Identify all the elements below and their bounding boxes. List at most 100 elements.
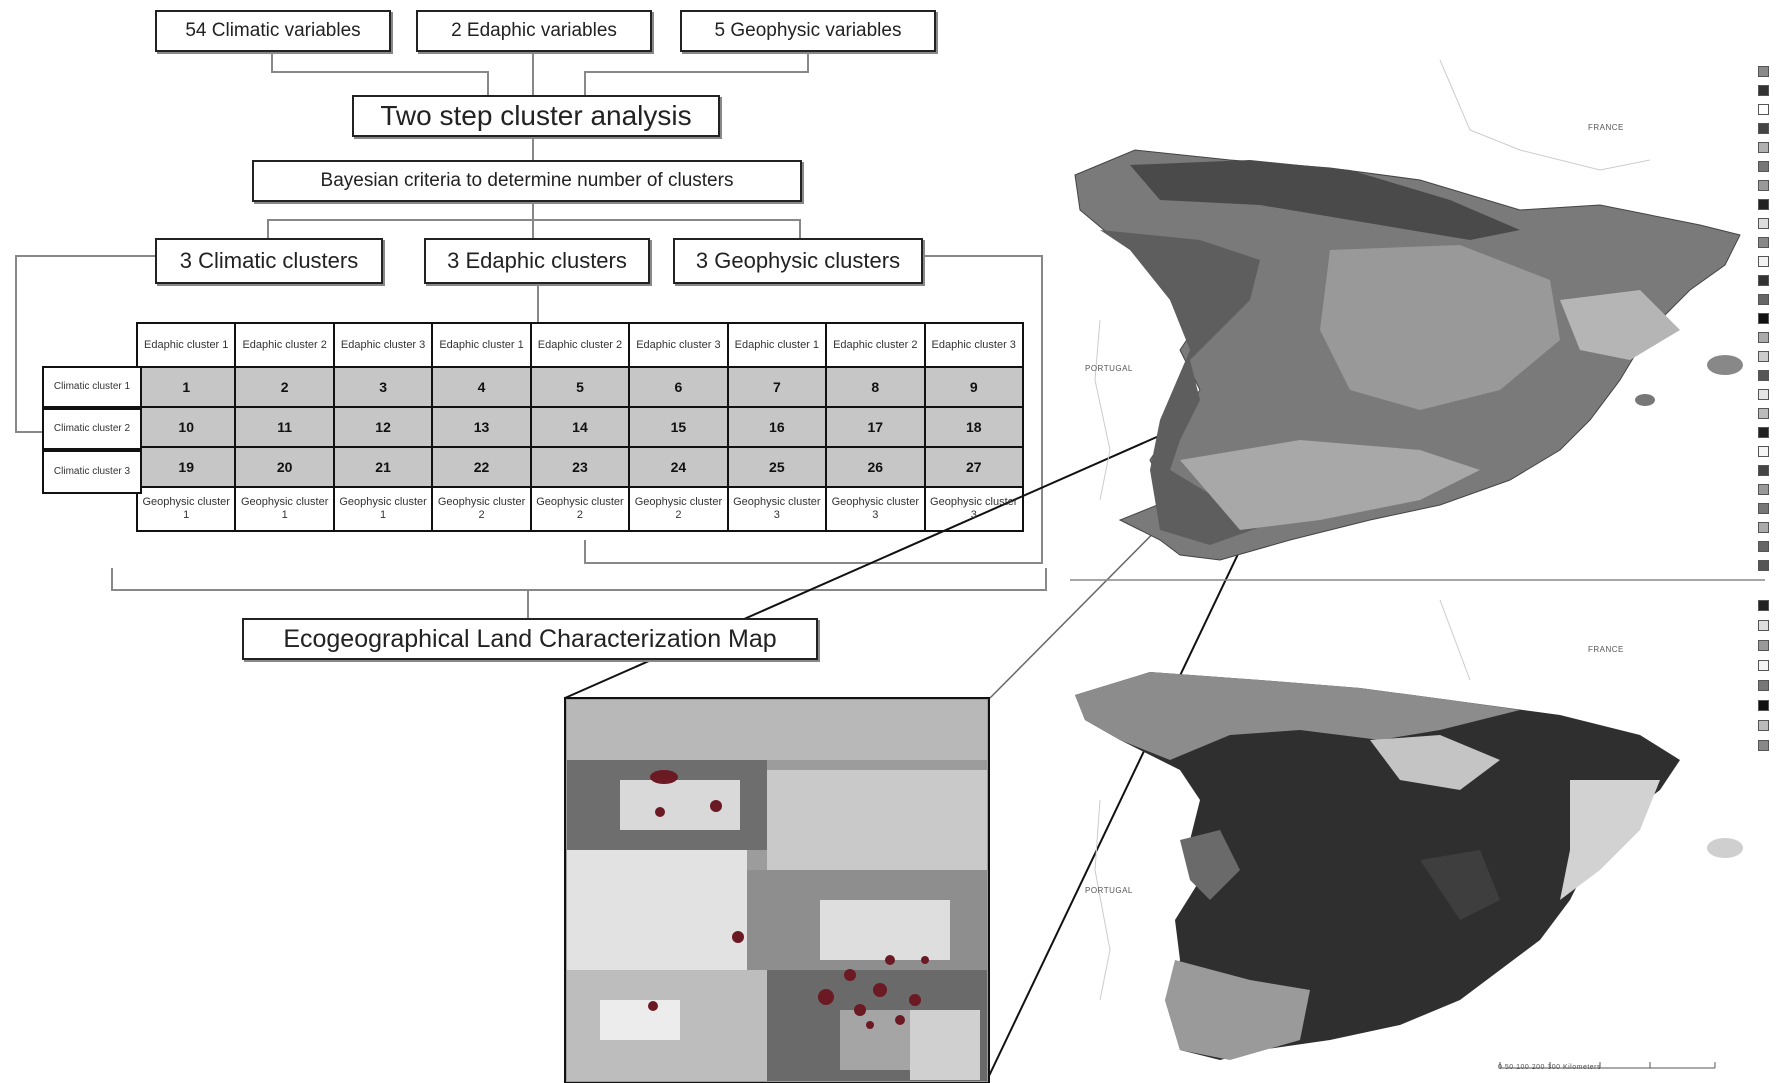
legend-swatch [1758, 600, 1769, 611]
legend-swatch [1758, 541, 1769, 552]
geophysic-variables-box: 5 Geophysic variables [680, 10, 936, 52]
matrix-cell: 21 [334, 447, 432, 487]
legend-swatch [1758, 484, 1769, 495]
top-map [1070, 60, 1765, 580]
legend-swatch [1758, 104, 1769, 115]
table-row: 19 20 21 22 23 24 25 26 27 [137, 447, 1023, 487]
matrix-cell: 7 [728, 367, 826, 407]
edaphic-header: Edaphic cluster 3 [629, 323, 727, 367]
legend-swatch [1758, 700, 1769, 711]
geophysic-footer: Geophysic cluster 3 [826, 487, 924, 531]
legend-swatch [1758, 427, 1769, 438]
climatic-variables-box: 54 Climatic variables [155, 10, 391, 52]
legend-swatch [1758, 503, 1769, 514]
matrix-cell: 23 [531, 447, 629, 487]
legend-swatch [1758, 85, 1769, 96]
climatic-row-label: Climatic cluster 1 [42, 366, 142, 408]
table-row: 1 2 3 4 5 6 7 8 9 [137, 367, 1023, 407]
legend-swatch [1758, 720, 1769, 731]
legend-swatch [1758, 332, 1769, 343]
ecogeographical-map-box: Ecogeographical Land Characterization Ma… [242, 618, 818, 660]
edaphic-header: Edaphic cluster 2 [531, 323, 629, 367]
matrix-cell: 22 [432, 447, 530, 487]
legend-swatch [1758, 351, 1769, 362]
edaphic-header: Edaphic cluster 3 [334, 323, 432, 367]
legend-swatch [1758, 680, 1769, 691]
matrix-cell: 15 [629, 407, 727, 447]
edaphic-header: Edaphic cluster 3 [925, 323, 1024, 367]
legend-swatch [1758, 408, 1769, 419]
edaphic-header: Edaphic cluster 1 [137, 323, 235, 367]
geophysic-footer: Geophysic cluster 2 [629, 487, 727, 531]
edaphic-clusters-box: 3 Edaphic clusters [424, 238, 650, 284]
legend-swatch [1758, 199, 1769, 210]
matrix-cell: 11 [235, 407, 333, 447]
legend-swatch [1758, 740, 1769, 751]
edaphic-header: Edaphic cluster 2 [235, 323, 333, 367]
matrix-cell: 1 [137, 367, 235, 407]
matrix-cell: 8 [826, 367, 924, 407]
legend-swatch [1758, 313, 1769, 324]
climatic-row-label: Climatic cluster 2 [42, 408, 142, 450]
legend-swatch [1758, 660, 1769, 671]
bayesian-criteria-box: Bayesian criteria to determine number of… [252, 160, 802, 202]
matrix-cell: 10 [137, 407, 235, 447]
geophysic-footer: Geophysic cluster 1 [235, 487, 333, 531]
legend-swatch [1758, 180, 1769, 191]
matrix-cell: 12 [334, 407, 432, 447]
legend-swatch [1758, 161, 1769, 172]
legend-swatch [1758, 294, 1769, 305]
matrix-cell: 13 [432, 407, 530, 447]
scale-bar-label: 0 50 100 200 300 Kilometers [1498, 1064, 1601, 1071]
matrix-cell: 3 [334, 367, 432, 407]
cluster-matrix: Edaphic cluster 1 Edaphic cluster 2 Edap… [136, 322, 1024, 532]
edaphic-variables-box: 2 Edaphic variables [416, 10, 652, 52]
legend-swatch [1758, 389, 1769, 400]
matrix-cell: 19 [137, 447, 235, 487]
legend-swatch [1758, 218, 1769, 229]
matrix-cell: 6 [629, 367, 727, 407]
matrix-cell: 18 [925, 407, 1024, 447]
matrix-cell: 2 [235, 367, 333, 407]
legend-swatch [1758, 275, 1769, 286]
matrix-cell: 9 [925, 367, 1024, 407]
matrix-cell: 24 [629, 447, 727, 487]
bottom-map [1075, 600, 1743, 1068]
matrix-cell: 26 [826, 447, 924, 487]
edaphic-header: Edaphic cluster 2 [826, 323, 924, 367]
bottom-map-france-label: FRANCE [1588, 645, 1624, 654]
top-map-france-label: FRANCE [1588, 123, 1624, 132]
bottom-map-portugal-label: PORTUGAL [1085, 886, 1133, 895]
matrix-cell: 17 [826, 407, 924, 447]
legend-swatch [1758, 237, 1769, 248]
edaphic-header-row: Edaphic cluster 1 Edaphic cluster 2 Edap… [137, 323, 1023, 367]
legend-swatch [1758, 620, 1769, 631]
edaphic-header: Edaphic cluster 1 [728, 323, 826, 367]
table-row: 10 11 12 13 14 15 16 17 18 [137, 407, 1023, 447]
edaphic-header: Edaphic cluster 1 [432, 323, 530, 367]
two-step-cluster-box: Two step cluster analysis [352, 95, 720, 137]
matrix-cell: 27 [925, 447, 1024, 487]
matrix-cell: 4 [432, 367, 530, 407]
zoom-inset [565, 698, 989, 1083]
matrix-cell: 14 [531, 407, 629, 447]
geophysic-footer: Geophysic cluster 2 [432, 487, 530, 531]
geophysic-footer: Geophysic cluster 2 [531, 487, 629, 531]
legend-swatch [1758, 370, 1769, 381]
matrix-cell: 25 [728, 447, 826, 487]
geophysic-clusters-box: 3 Geophysic clusters [673, 238, 923, 284]
top-map-portugal-label: PORTUGAL [1085, 364, 1133, 373]
geophysic-footer-row: Geophysic cluster 1 Geophysic cluster 1 … [137, 487, 1023, 531]
geophysic-footer: Geophysic cluster 1 [137, 487, 235, 531]
geophysic-footer: Geophysic cluster 1 [334, 487, 432, 531]
legend-swatch [1758, 640, 1769, 651]
geophysic-footer: Geophysic cluster 3 [925, 487, 1024, 531]
matrix-cell: 20 [235, 447, 333, 487]
legend-swatch [1758, 256, 1769, 267]
geophysic-footer: Geophysic cluster 3 [728, 487, 826, 531]
legend-swatch [1758, 465, 1769, 476]
legend-swatch [1758, 142, 1769, 153]
matrix-cell: 16 [728, 407, 826, 447]
matrix-cell: 5 [531, 367, 629, 407]
legend-swatch [1758, 123, 1769, 134]
